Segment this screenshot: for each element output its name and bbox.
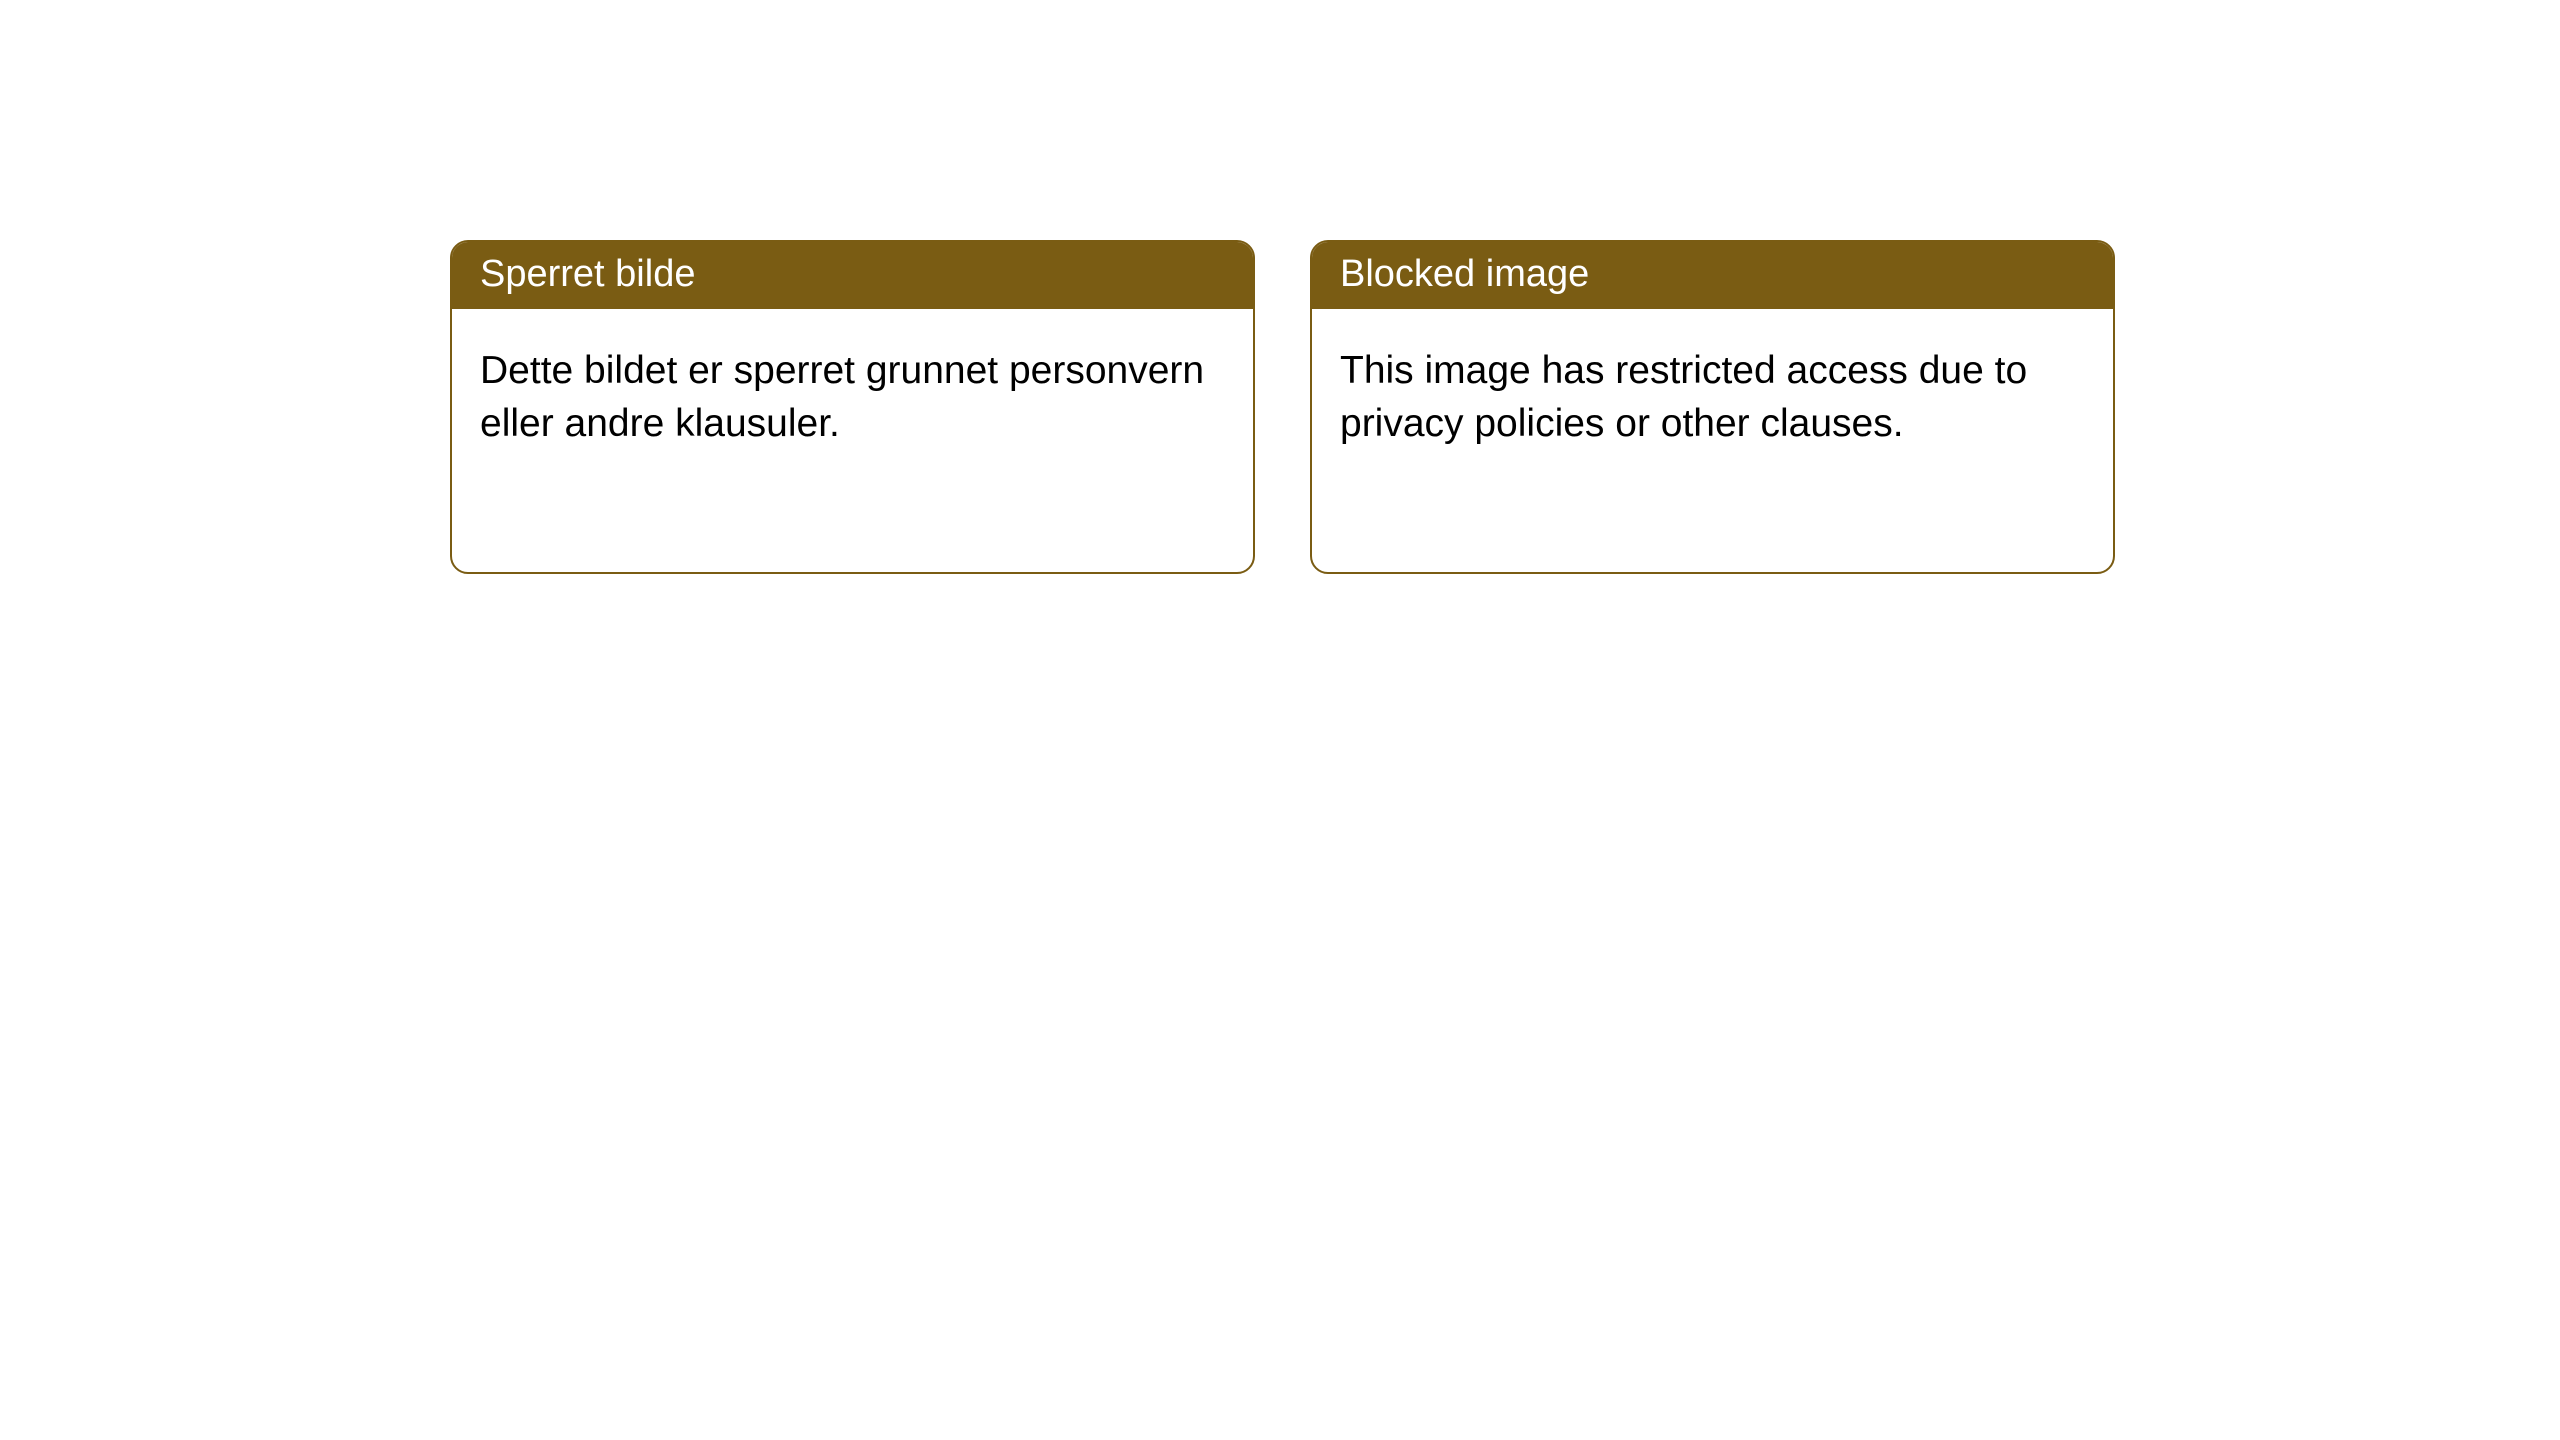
notice-body: This image has restricted access due to … (1312, 309, 2113, 478)
notice-container: Sperret bilde Dette bildet er sperret gr… (0, 0, 2560, 574)
notice-body: Dette bildet er sperret grunnet personve… (452, 309, 1253, 478)
notice-title: Sperret bilde (452, 242, 1253, 309)
notice-card-english: Blocked image This image has restricted … (1310, 240, 2115, 574)
notice-title: Blocked image (1312, 242, 2113, 309)
notice-card-norwegian: Sperret bilde Dette bildet er sperret gr… (450, 240, 1255, 574)
